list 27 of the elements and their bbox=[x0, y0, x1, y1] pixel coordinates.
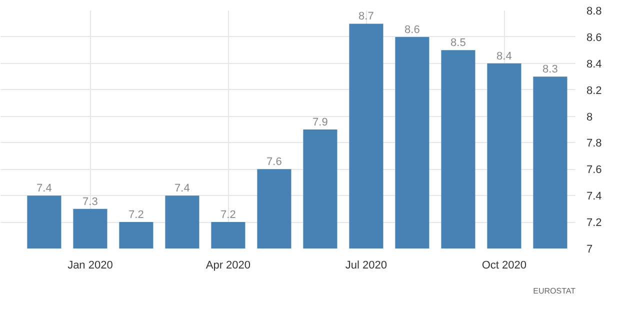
data-label: 7.2 bbox=[128, 209, 144, 222]
data-label: 7.4 bbox=[174, 182, 190, 195]
y-tick-label: 8.8 bbox=[586, 6, 602, 18]
y-tick-label: 7.4 bbox=[586, 190, 602, 203]
data-label: 7.2 bbox=[220, 209, 236, 222]
x-tick-label: Oct 2020 bbox=[482, 260, 527, 272]
data-label: 8.3 bbox=[542, 64, 558, 76]
data-label: 7.6 bbox=[266, 156, 282, 168]
data-label: 7.9 bbox=[312, 116, 328, 128]
y-tick-label: 7.8 bbox=[586, 138, 602, 150]
y-tick-label: 8.4 bbox=[586, 58, 602, 70]
data-label: 8.4 bbox=[496, 50, 512, 62]
y-tick-label: 8 bbox=[586, 111, 593, 124]
x-tick-label: Jul 2020 bbox=[345, 260, 387, 272]
x-tick-label: Jan 2020 bbox=[68, 260, 113, 272]
x-tick-label: Apr 2020 bbox=[206, 260, 251, 272]
y-tick-label: 7.2 bbox=[586, 217, 602, 230]
y-tick-label: 7.6 bbox=[586, 164, 602, 176]
text: EUROSTAT bbox=[533, 286, 576, 296]
y-tick-label: 7 bbox=[586, 244, 593, 256]
data-label: 8.6 bbox=[404, 24, 420, 36]
y-tick-label: 8.6 bbox=[586, 32, 602, 44]
data-label: 7.3 bbox=[82, 196, 98, 208]
data-label: 7.4 bbox=[36, 182, 52, 195]
y-tick-label: 8.2 bbox=[586, 84, 602, 97]
data-label: 8.7 bbox=[358, 10, 374, 23]
data-label: 8.5 bbox=[450, 37, 466, 50]
